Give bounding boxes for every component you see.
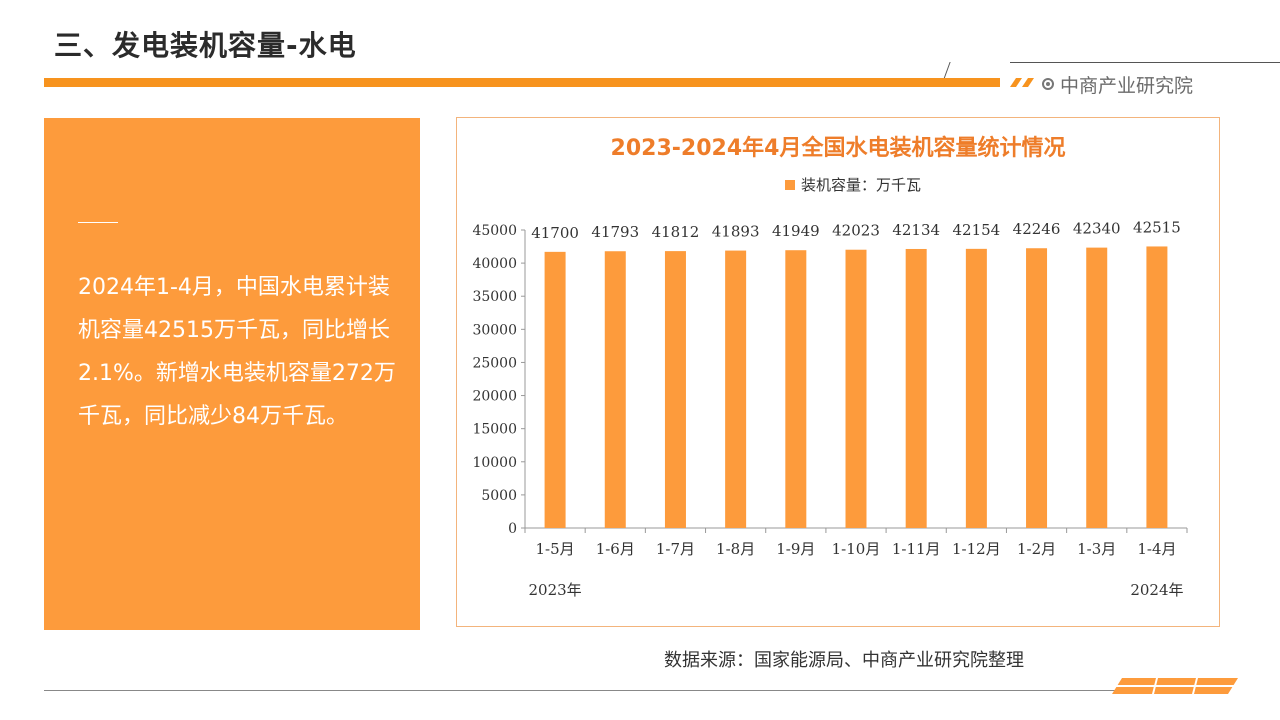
data-source: 数据来源：国家能源局、中商产业研究院整理 xyxy=(664,650,1024,671)
y-tick-label: 45000 xyxy=(472,223,517,239)
chart-legend: 装机容量：万千瓦 xyxy=(785,174,921,195)
header-stripes-decoration xyxy=(1010,78,1034,87)
data-label: 42134 xyxy=(892,221,940,239)
title-underline-bar xyxy=(44,78,1000,87)
y-tick-label: 0 xyxy=(508,521,517,537)
footer-line xyxy=(44,690,1134,691)
summary-panel: 2024年1-4月，中国水电累计装机容量42515万千瓦，同比增长2.1%。新增… xyxy=(44,118,420,630)
summary-divider xyxy=(78,222,118,223)
x-tick-label: 1-10月 xyxy=(832,540,881,558)
data-label: 41812 xyxy=(652,223,700,241)
x-tick-label: 1-3月 xyxy=(1077,540,1116,558)
data-label: 42340 xyxy=(1073,220,1121,238)
bar xyxy=(1086,247,1108,528)
data-label: 41793 xyxy=(591,223,639,241)
legend-label: 装机容量：万千瓦 xyxy=(801,176,922,194)
bar xyxy=(1146,246,1168,528)
brand-logo-icon xyxy=(1042,78,1054,90)
chart-container: 2023-2024年4月全国水电装机容量统计情况 装机容量：万千瓦 0 5000 1… xyxy=(456,117,1220,627)
data-label: 42023 xyxy=(832,222,880,240)
page-title: 三、发电装机容量-水电 xyxy=(54,29,357,62)
x-tick-label: 1-2月 xyxy=(1017,540,1056,558)
bar-chart: 0 5000 10000 15000 20000 25000 30000 35000 40000… xyxy=(472,218,1188,599)
brand: 中商产业研究院 xyxy=(1042,70,1193,98)
bar xyxy=(785,250,807,528)
y-tick-label: 5000 xyxy=(481,488,517,504)
legend-swatch xyxy=(785,179,795,190)
data-label: 41893 xyxy=(712,223,760,241)
bar xyxy=(544,251,566,528)
bar xyxy=(905,248,927,528)
data-label: 42246 xyxy=(1013,220,1061,238)
brand-name: 中商产业研究院 xyxy=(1060,74,1194,97)
data-label: 41949 xyxy=(772,222,820,240)
bar xyxy=(604,251,626,528)
bar xyxy=(725,250,747,528)
bar xyxy=(664,251,686,529)
bar xyxy=(1026,248,1048,528)
y-tick-label: 10000 xyxy=(472,455,517,471)
y-tick-label: 40000 xyxy=(472,256,517,272)
data-label: 42515 xyxy=(1133,218,1181,236)
x-tick-label: 1-5月 xyxy=(536,540,575,558)
x-tick-label: 1-6月 xyxy=(596,540,635,558)
x-tick-label: 1-8月 xyxy=(716,540,755,558)
y-tick-label: 15000 xyxy=(472,422,517,438)
y-tick-label: 30000 xyxy=(472,322,517,338)
year-label-start: 2023年 xyxy=(528,581,581,599)
y-tick-label: 20000 xyxy=(472,389,517,405)
x-tick-label: 1-12月 xyxy=(952,540,1001,558)
y-tick-label: 35000 xyxy=(472,289,517,305)
data-label: 41700 xyxy=(531,224,579,242)
chart-title: 2023-2024年4月全国水电装机容量统计情况 xyxy=(610,136,1066,161)
x-tick-label: 1-7月 xyxy=(656,540,695,558)
summary-text: 2024年1-4月，中国水电累计装机容量42515万千瓦，同比增长2.1%。新增… xyxy=(78,275,396,429)
x-tick-label: 1-9月 xyxy=(776,540,815,558)
year-label-end: 2024年 xyxy=(1130,581,1183,599)
bar xyxy=(965,248,987,528)
x-tick-label: 1-11月 xyxy=(892,540,941,558)
data-label: 42154 xyxy=(953,221,1001,239)
x-tick-label: 1-4月 xyxy=(1137,540,1176,558)
header-deco-line xyxy=(1010,62,1280,63)
bar xyxy=(845,249,867,528)
footer-stripes-decoration xyxy=(1112,678,1242,694)
y-tick-label: 25000 xyxy=(472,355,517,371)
